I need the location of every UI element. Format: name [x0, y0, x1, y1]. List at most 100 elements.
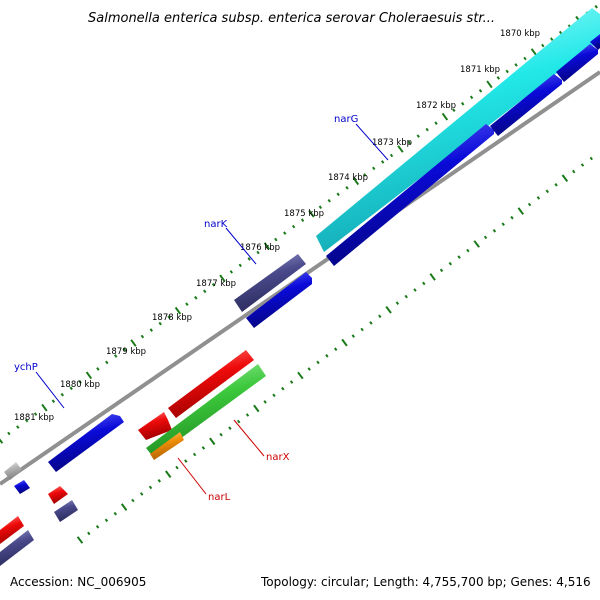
gene-slate-left[interactable]: [54, 500, 78, 522]
gene-label-narX: narX: [266, 452, 290, 463]
tick-label-1878: 1878 kbp: [152, 313, 192, 323]
tick-mark-inner: [589, 156, 594, 161]
tick-mark-inner: [228, 426, 232, 430]
tick-mark-inner: [104, 518, 109, 523]
gene-red-small[interactable]: [138, 412, 172, 440]
tick-mark-outer: [530, 48, 538, 56]
tick-label-1880: 1880 kbp: [60, 380, 100, 390]
tick-mark-outer: [158, 321, 162, 326]
tick-mark-outer: [523, 56, 527, 61]
tick-mark-inner: [148, 485, 153, 490]
tick-mark-inner: [466, 248, 470, 253]
tick-mark-outer: [174, 306, 182, 315]
tick-label-1874: 1874 kbp: [328, 173, 368, 183]
tick-mark-inner: [87, 531, 91, 536]
tick-mark-inner: [76, 536, 84, 544]
tick-mark-outer: [211, 283, 216, 287]
gene-ychP[interactable]: [48, 414, 124, 472]
tick-mark-inner: [536, 196, 541, 200]
tick-mark-inner: [95, 524, 100, 529]
gene-blue-1[interactable]: [326, 124, 494, 266]
tick-mark-outer: [352, 177, 360, 186]
gene-red-left[interactable]: [48, 486, 68, 504]
tick-mark-outer: [496, 76, 501, 80]
tick-mark-outer: [122, 347, 127, 352]
tick-mark-inner: [219, 432, 223, 437]
tick-mark-inner: [289, 380, 294, 384]
tick-mark-outer: [478, 89, 483, 93]
tick-mark-outer: [85, 371, 93, 380]
tick-mark-inner: [422, 281, 426, 286]
tick-mark-inner: [483, 235, 488, 240]
tick-mark-outer: [130, 339, 137, 347]
gene-red-edge[interactable]: [0, 516, 24, 544]
tick-mark-outer: [113, 354, 118, 358]
gene-green[interactable]: [146, 364, 266, 458]
tick-label-1871: 1871 kbp: [460, 65, 500, 75]
leader-narG: [355, 123, 389, 161]
tick-mark-outer: [469, 95, 474, 100]
tick-label-1870: 1870 kbp: [500, 29, 540, 39]
tick-mark-inner: [351, 334, 356, 338]
tick-mark-inner: [333, 347, 338, 351]
tick-mark-outer: [336, 192, 340, 197]
gene-blue-4[interactable]: [590, 34, 600, 50]
tick-mark-outer: [25, 418, 29, 423]
tick-mark-outer: [505, 69, 509, 74]
accession-text: Accession: NC_006905: [10, 575, 146, 589]
tick-mark-outer: [149, 328, 153, 332]
gene-narG[interactable]: [316, 8, 600, 252]
gene-narX[interactable]: [168, 350, 254, 418]
tick-mark-inner: [165, 470, 172, 478]
gene-narK[interactable]: [234, 254, 306, 312]
tick-mark-outer: [416, 134, 420, 138]
tick-mark-outer: [389, 153, 394, 158]
tick-mark-outer: [460, 101, 465, 106]
tick-mark-inner: [448, 261, 453, 266]
tick-mark-outer: [283, 231, 287, 235]
tick-mark-inner: [510, 215, 514, 220]
tick-mark-outer: [194, 295, 198, 300]
tick-mark-inner: [473, 240, 480, 248]
tick-mark-outer: [363, 173, 367, 177]
tick-mark-outer: [263, 242, 271, 250]
tick-mark-inner: [580, 163, 585, 167]
tick-mark-inner: [554, 183, 558, 187]
leader-narL: [177, 457, 207, 495]
gene-slate-edge[interactable]: [0, 530, 34, 566]
tick-mark-outer: [372, 166, 376, 171]
tick-mark-inner: [316, 360, 320, 365]
gene-blue-3[interactable]: [556, 44, 598, 82]
gene-gray-small[interactable]: [4, 462, 22, 480]
tick-mark-inner: [263, 400, 267, 404]
tick-mark-inner: [253, 404, 260, 413]
tick-mark-outer: [291, 224, 296, 229]
tick-row-outer: [0, 4, 598, 444]
tick-mark-outer: [318, 205, 323, 209]
tick-mark-inner: [131, 498, 135, 503]
tick-mark-inner: [561, 174, 569, 182]
tick-mark-outer: [345, 186, 349, 190]
tick-mark-inner: [113, 511, 118, 516]
tick-mark-inner: [501, 222, 505, 226]
tick-mark-outer: [274, 237, 278, 242]
tick-mark-outer: [300, 218, 305, 222]
tick-mark-inner: [439, 268, 444, 273]
tick-mark-inner: [457, 255, 461, 259]
tick-mark-inner: [245, 413, 250, 417]
tick-mark-inner: [175, 465, 179, 470]
tick-mark-outer: [69, 386, 73, 391]
gene-blue-5[interactable]: [246, 272, 312, 328]
tick-mark-outer: [96, 367, 100, 371]
tick-mark-outer: [397, 145, 404, 153]
tick-row-inner: [76, 156, 594, 544]
tick-mark-inner: [385, 306, 392, 314]
gene-blue-small[interactable]: [14, 480, 30, 494]
gene-blue-2[interactable]: [490, 74, 562, 136]
tick-mark-outer: [247, 257, 251, 261]
tick-mark-outer: [407, 140, 412, 145]
tick-mark-outer: [185, 302, 189, 306]
gene-narL[interactable]: [150, 432, 184, 460]
tick-mark-outer: [60, 392, 65, 397]
